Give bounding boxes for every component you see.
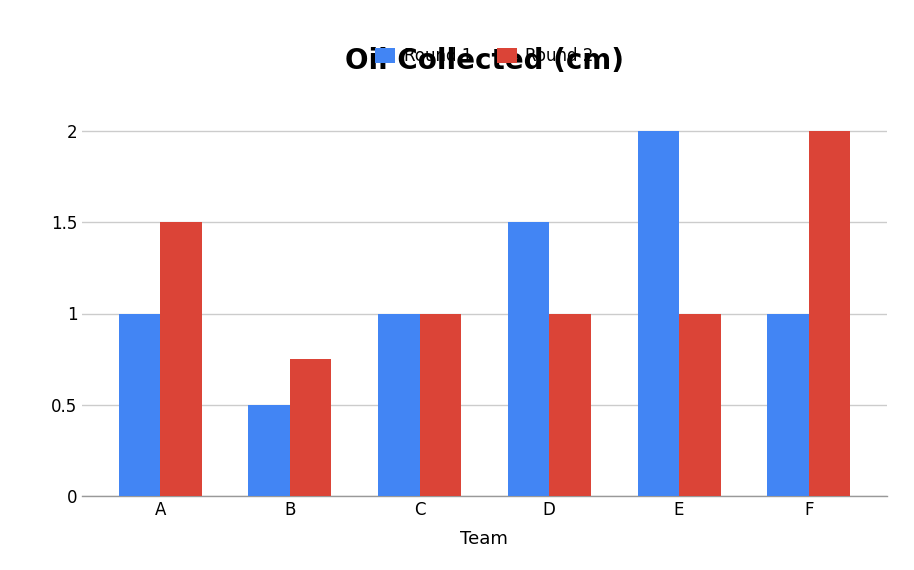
Bar	[508, 222, 549, 496]
Bar	[160, 222, 202, 496]
Bar	[549, 314, 590, 496]
Bar	[420, 314, 461, 496]
Title: Oil Collected (cm): Oil Collected (cm)	[345, 47, 624, 75]
Bar	[119, 314, 160, 496]
Legend: Round 1, Round 2: Round 1, Round 2	[368, 40, 600, 72]
Bar	[249, 405, 290, 496]
Bar	[378, 314, 420, 496]
Bar	[290, 359, 332, 496]
Bar	[809, 131, 850, 496]
Bar	[679, 314, 720, 496]
X-axis label: Team: Team	[461, 530, 508, 548]
Bar	[637, 131, 679, 496]
Bar	[767, 314, 809, 496]
